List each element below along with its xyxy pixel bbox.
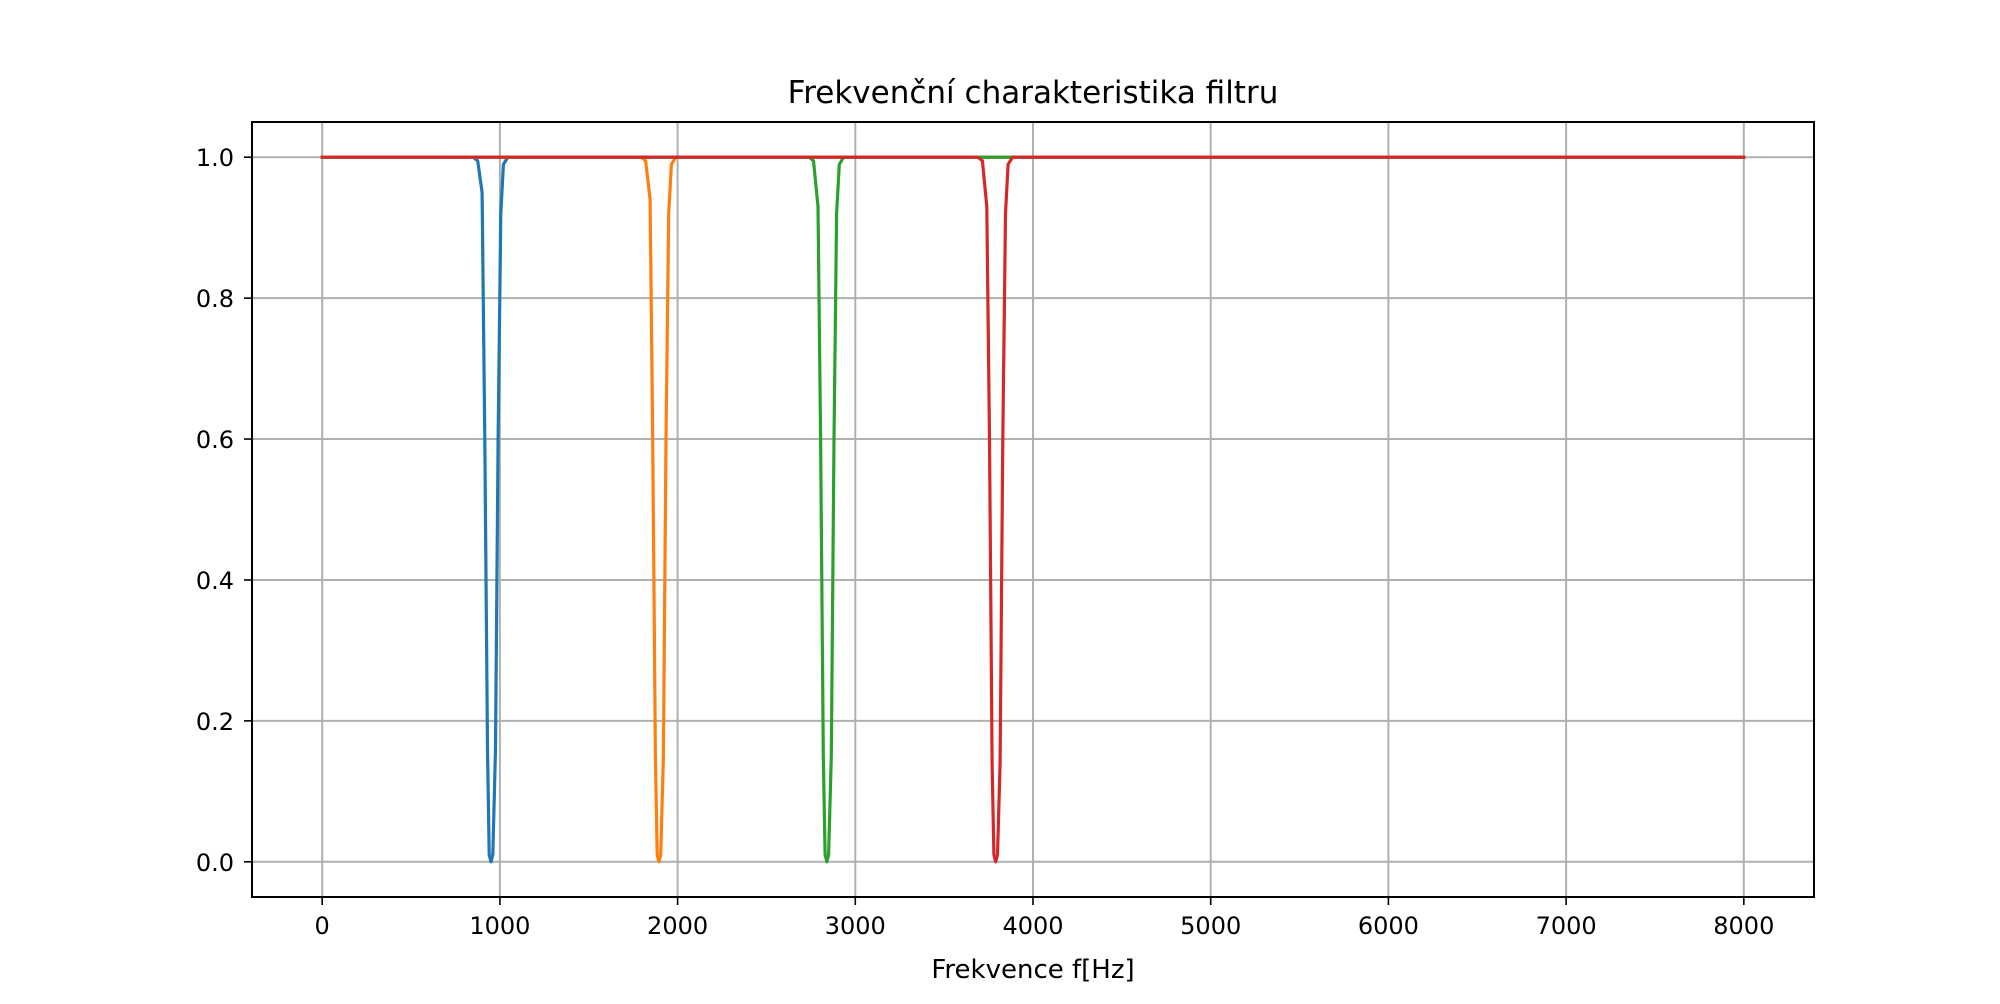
y-tick-label: 1.0: [196, 144, 234, 172]
x-axis-ticks: 0 1000 2000 3000 4000 5000 6000 7000 8000: [315, 897, 1774, 940]
x-tick-label: 7000: [1536, 912, 1597, 940]
y-axis-ticks: 0.0 0.2 0.4 0.6 0.8 1.0: [196, 144, 252, 877]
y-tick-label: 0.6: [196, 426, 234, 454]
grid: [252, 122, 1814, 897]
series-line-1: [320, 155, 1746, 864]
series-lines: [320, 155, 1746, 864]
x-tick-label: 4000: [1002, 912, 1063, 940]
y-tick-label: 0.0: [196, 849, 234, 877]
series-line-4: [320, 155, 1746, 864]
chart-title: Frekvenční charakteristika filtru: [788, 75, 1279, 111]
y-tick-label: 0.4: [196, 567, 234, 595]
y-tick-label: 0.2: [196, 708, 234, 736]
x-tick-label: 6000: [1358, 912, 1419, 940]
series-line-2: [320, 155, 1746, 864]
x-tick-label: 8000: [1713, 912, 1774, 940]
x-tick-label: 0: [315, 912, 330, 940]
x-tick-label: 2000: [647, 912, 708, 940]
x-axis-label: Frekvence f[Hz]: [931, 955, 1134, 985]
y-tick-label: 0.8: [196, 285, 234, 313]
x-tick-label: 1000: [469, 912, 530, 940]
x-tick-label: 3000: [825, 912, 886, 940]
series-line-3: [320, 155, 1746, 864]
x-tick-label: 5000: [1180, 912, 1241, 940]
